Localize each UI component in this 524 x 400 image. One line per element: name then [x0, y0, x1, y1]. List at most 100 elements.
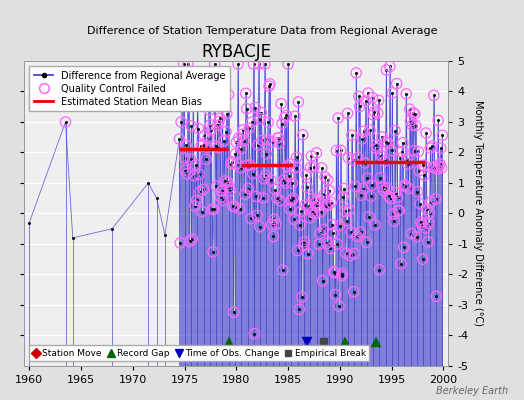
- Text: Difference of Station Temperature Data from Regional Average: Difference of Station Temperature Data f…: [87, 26, 437, 36]
- Point: [257, 109, 266, 116]
- Point: [400, 182, 409, 188]
- Point: [410, 148, 418, 154]
- Legend: Station Move, Record Gap, Time of Obs. Change, Empirical Break: Station Move, Record Gap, Time of Obs. C…: [29, 345, 369, 362]
- Point: [239, 127, 247, 133]
- Point: [343, 218, 351, 224]
- Point: [199, 142, 207, 148]
- Point: [248, 170, 257, 177]
- Point: [370, 108, 378, 115]
- Point: [219, 197, 227, 204]
- Point: [308, 209, 316, 216]
- Point: [335, 222, 344, 229]
- Point: [249, 61, 258, 67]
- Point: [235, 135, 243, 141]
- Y-axis label: Monthly Temperature Anomaly Difference (°C): Monthly Temperature Anomaly Difference (…: [473, 100, 483, 326]
- Point: [339, 194, 347, 200]
- Point: [295, 306, 303, 312]
- Point: [282, 112, 290, 118]
- Point: [289, 195, 298, 202]
- Point: [322, 202, 330, 209]
- Point: [373, 146, 381, 152]
- Point: [430, 92, 438, 98]
- Point: [240, 138, 248, 144]
- Point: [411, 122, 420, 129]
- Point: [367, 182, 376, 188]
- Point: [231, 151, 239, 157]
- Point: [304, 250, 312, 257]
- Point: [255, 224, 264, 230]
- Point: [357, 192, 366, 198]
- Point: [428, 143, 436, 149]
- Point: [408, 122, 417, 128]
- Point: [312, 150, 321, 156]
- Point: [205, 107, 214, 113]
- Point: [324, 202, 333, 208]
- Point: [183, 171, 191, 177]
- Point: [304, 203, 313, 210]
- Point: [287, 161, 295, 167]
- Point: [204, 102, 213, 108]
- Point: [292, 154, 301, 160]
- Point: [370, 108, 378, 115]
- Point: [270, 216, 278, 223]
- Point: [315, 241, 323, 248]
- Point: [200, 132, 209, 139]
- Point: [231, 203, 239, 210]
- Point: [260, 61, 269, 67]
- Point: [387, 196, 395, 202]
- Point: [175, 136, 183, 142]
- Point: [432, 293, 441, 300]
- Point: [334, 115, 342, 121]
- Point: [267, 221, 276, 228]
- Point: [394, 194, 402, 200]
- Point: [351, 183, 359, 190]
- Point: [187, 123, 195, 129]
- Point: [208, 206, 216, 212]
- Point: [184, 93, 193, 100]
- Point: [309, 196, 317, 202]
- Point: [214, 144, 222, 151]
- Point: [304, 203, 313, 210]
- Point: [198, 208, 206, 215]
- Point: [283, 163, 291, 169]
- Point: [308, 209, 316, 216]
- Point: [228, 203, 237, 210]
- Point: [392, 80, 401, 87]
- Point: [251, 104, 259, 111]
- Point: [250, 330, 259, 337]
- Point: [333, 241, 342, 247]
- Point: [360, 128, 368, 134]
- Point: [343, 218, 351, 224]
- Point: [188, 236, 196, 242]
- Point: [338, 270, 346, 277]
- Point: [399, 140, 407, 146]
- Point: [247, 215, 255, 222]
- Point: [326, 245, 334, 252]
- Point: [212, 183, 221, 190]
- Point: [323, 240, 331, 246]
- Point: [207, 126, 215, 133]
- Point: [177, 119, 185, 125]
- Point: [411, 122, 420, 129]
- Point: [319, 226, 328, 233]
- Point: [399, 244, 408, 250]
- Point: [418, 256, 427, 262]
- Point: [230, 309, 238, 315]
- Point: [345, 206, 354, 213]
- Point: [332, 148, 341, 154]
- Point: [264, 119, 272, 126]
- Point: [434, 117, 442, 124]
- Point: [316, 230, 324, 237]
- Point: [299, 132, 307, 138]
- Point: [420, 172, 429, 178]
- Point: [180, 61, 188, 67]
- Point: [413, 188, 422, 195]
- Point: [406, 106, 414, 112]
- Point: [267, 177, 275, 183]
- Point: [399, 140, 407, 146]
- Point: [180, 155, 189, 161]
- Point: [344, 154, 353, 161]
- Point: [354, 154, 362, 160]
- Point: [326, 245, 334, 252]
- Point: [190, 172, 198, 179]
